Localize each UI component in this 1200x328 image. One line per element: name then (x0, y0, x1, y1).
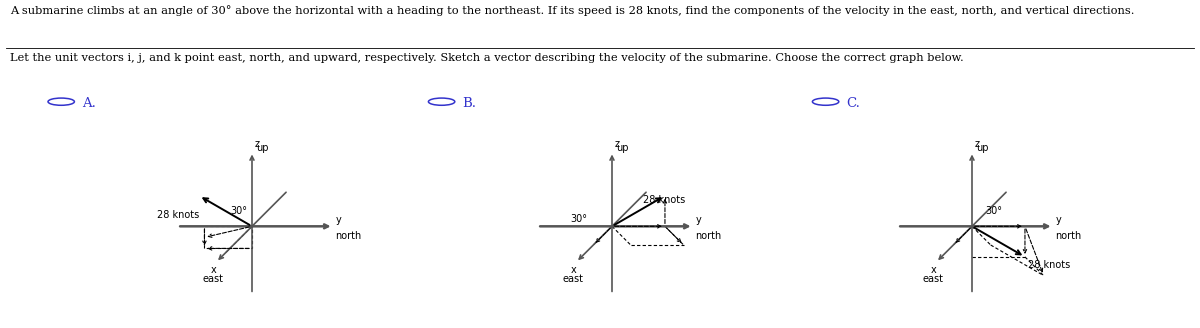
Text: north: north (336, 232, 362, 241)
Text: up: up (256, 143, 269, 153)
Text: y: y (1056, 215, 1061, 225)
Text: B.: B. (462, 97, 476, 110)
Text: z: z (614, 139, 619, 149)
Text: east: east (203, 274, 223, 284)
Text: z: z (254, 139, 259, 149)
Text: 30°: 30° (230, 206, 247, 216)
Text: east: east (563, 274, 583, 284)
Text: z: z (974, 139, 979, 149)
Text: east: east (923, 274, 943, 284)
Text: north: north (1056, 232, 1082, 241)
Text: north: north (696, 232, 722, 241)
Text: Let the unit vectors i, j, and k point east, north, and upward, respectively. Sk: Let the unit vectors i, j, and k point e… (10, 53, 964, 63)
Text: y: y (696, 215, 701, 225)
Text: 28 knots: 28 knots (1028, 260, 1070, 270)
Text: 30°: 30° (985, 206, 1002, 216)
Text: 30°: 30° (570, 214, 588, 224)
Text: 28 knots: 28 knots (643, 195, 685, 205)
Text: A submarine climbs at an angle of 30° above the horizontal with a heading to the: A submarine climbs at an angle of 30° ab… (10, 5, 1134, 16)
Text: x: x (930, 265, 936, 275)
Text: 28 knots: 28 knots (157, 211, 199, 220)
Text: A.: A. (82, 97, 96, 110)
Text: x: x (570, 265, 576, 275)
Text: x: x (210, 265, 216, 275)
Text: y: y (336, 215, 341, 225)
Text: up: up (616, 143, 629, 153)
Text: C.: C. (846, 97, 860, 110)
Text: up: up (976, 143, 989, 153)
